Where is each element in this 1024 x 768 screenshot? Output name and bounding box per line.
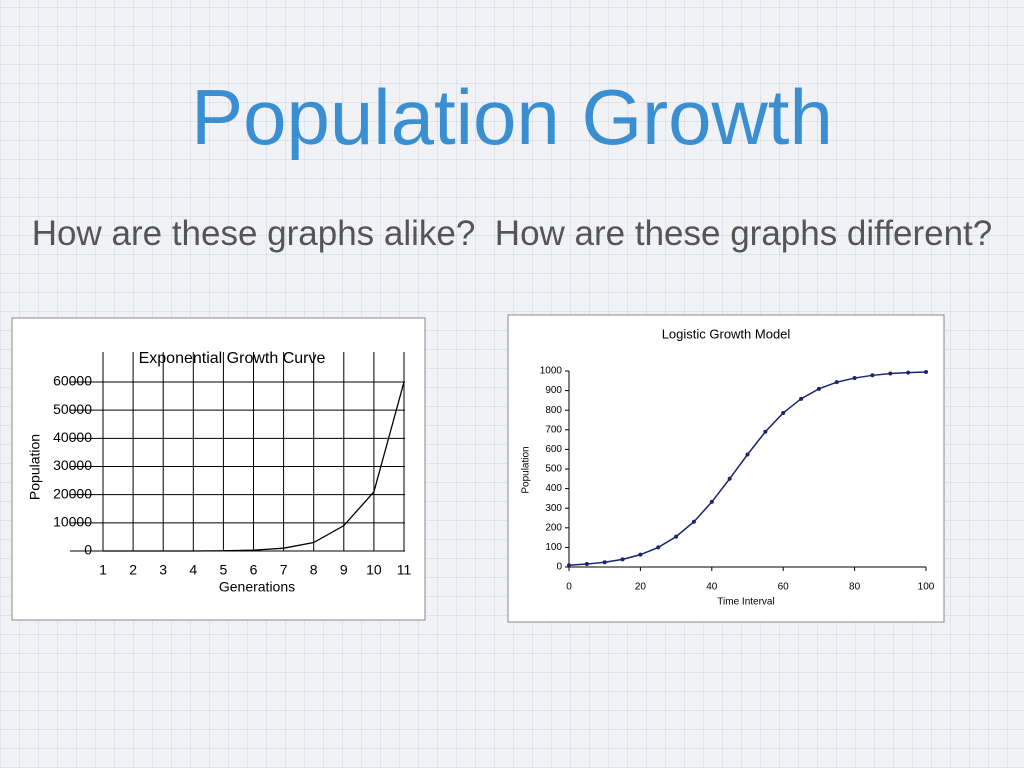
data-point bbox=[870, 373, 875, 378]
y-axis-label: Population bbox=[27, 434, 43, 500]
x-tick-label: 3 bbox=[159, 562, 167, 578]
x-tick-label: 9 bbox=[340, 562, 348, 578]
data-point bbox=[620, 557, 625, 562]
data-point bbox=[602, 560, 607, 565]
y-tick-label: 900 bbox=[545, 385, 562, 396]
y-tick-label: 10000 bbox=[53, 514, 92, 530]
data-point bbox=[727, 476, 732, 481]
y-tick-label: 20000 bbox=[53, 485, 92, 501]
slide-title: Population Growth bbox=[191, 73, 833, 161]
y-tick-label: 50000 bbox=[53, 401, 92, 417]
x-tick-label: 10 bbox=[366, 562, 382, 578]
x-tick-label: 5 bbox=[220, 562, 228, 578]
data-point bbox=[852, 376, 857, 381]
x-tick-label: 11 bbox=[397, 562, 412, 578]
x-axis-label: Time Interval bbox=[717, 597, 774, 608]
y-tick-label: 30000 bbox=[53, 457, 92, 473]
y-tick-label: 1000 bbox=[540, 366, 563, 377]
y-tick-label: 700 bbox=[545, 424, 562, 435]
y-tick-label: 200 bbox=[545, 522, 562, 533]
data-point bbox=[834, 380, 839, 385]
data-point bbox=[924, 369, 928, 374]
data-point bbox=[567, 563, 571, 568]
chart-panel bbox=[11, 317, 426, 621]
data-point bbox=[799, 396, 804, 401]
y-tick-label: 800 bbox=[545, 405, 562, 416]
x-tick-label: 0 bbox=[566, 582, 572, 593]
y-tick-label: 300 bbox=[545, 503, 562, 514]
data-point bbox=[763, 429, 768, 434]
x-tick-label: 7 bbox=[280, 562, 288, 578]
data-point bbox=[781, 410, 786, 415]
y-tick-label: 0 bbox=[556, 562, 562, 573]
y-tick-label: 60000 bbox=[53, 373, 92, 389]
x-tick-label: 40 bbox=[706, 582, 718, 593]
data-point bbox=[674, 534, 679, 539]
x-tick-label: 2 bbox=[129, 562, 137, 578]
y-tick-label: 500 bbox=[545, 464, 562, 475]
x-tick-label: 20 bbox=[635, 582, 647, 593]
data-point bbox=[709, 499, 714, 504]
slide-question: How are these graphs alike? How are thes… bbox=[31, 214, 993, 253]
chart-title: Logistic Growth Model bbox=[662, 326, 791, 341]
y-tick-label: 100 bbox=[545, 542, 562, 553]
x-tick-label: 80 bbox=[849, 582, 861, 593]
x-tick-label: 8 bbox=[310, 562, 318, 578]
data-point bbox=[906, 370, 911, 375]
x-tick-label: 1 bbox=[99, 562, 107, 578]
y-tick-label: 40000 bbox=[53, 429, 92, 445]
y-tick-label: 600 bbox=[545, 444, 562, 455]
chart-title: Exponential Growth Curve bbox=[139, 350, 326, 367]
x-tick-label: 6 bbox=[250, 562, 258, 578]
y-tick-label: 400 bbox=[545, 483, 562, 494]
data-line bbox=[103, 381, 405, 552]
data-point bbox=[745, 452, 750, 457]
x-tick-label: 100 bbox=[918, 582, 935, 593]
x-axis-label: Generations bbox=[219, 579, 295, 595]
x-tick-label: 60 bbox=[778, 582, 790, 593]
data-point bbox=[691, 519, 696, 524]
y-tick-label: 0 bbox=[84, 542, 92, 558]
data-point bbox=[656, 545, 661, 550]
data-point bbox=[638, 552, 643, 557]
x-tick-label: 4 bbox=[189, 562, 197, 578]
y-axis-label: Population bbox=[521, 446, 532, 493]
chart-panel bbox=[507, 314, 945, 623]
data-point bbox=[816, 386, 821, 391]
data-point bbox=[584, 562, 589, 567]
data-point bbox=[888, 371, 893, 376]
